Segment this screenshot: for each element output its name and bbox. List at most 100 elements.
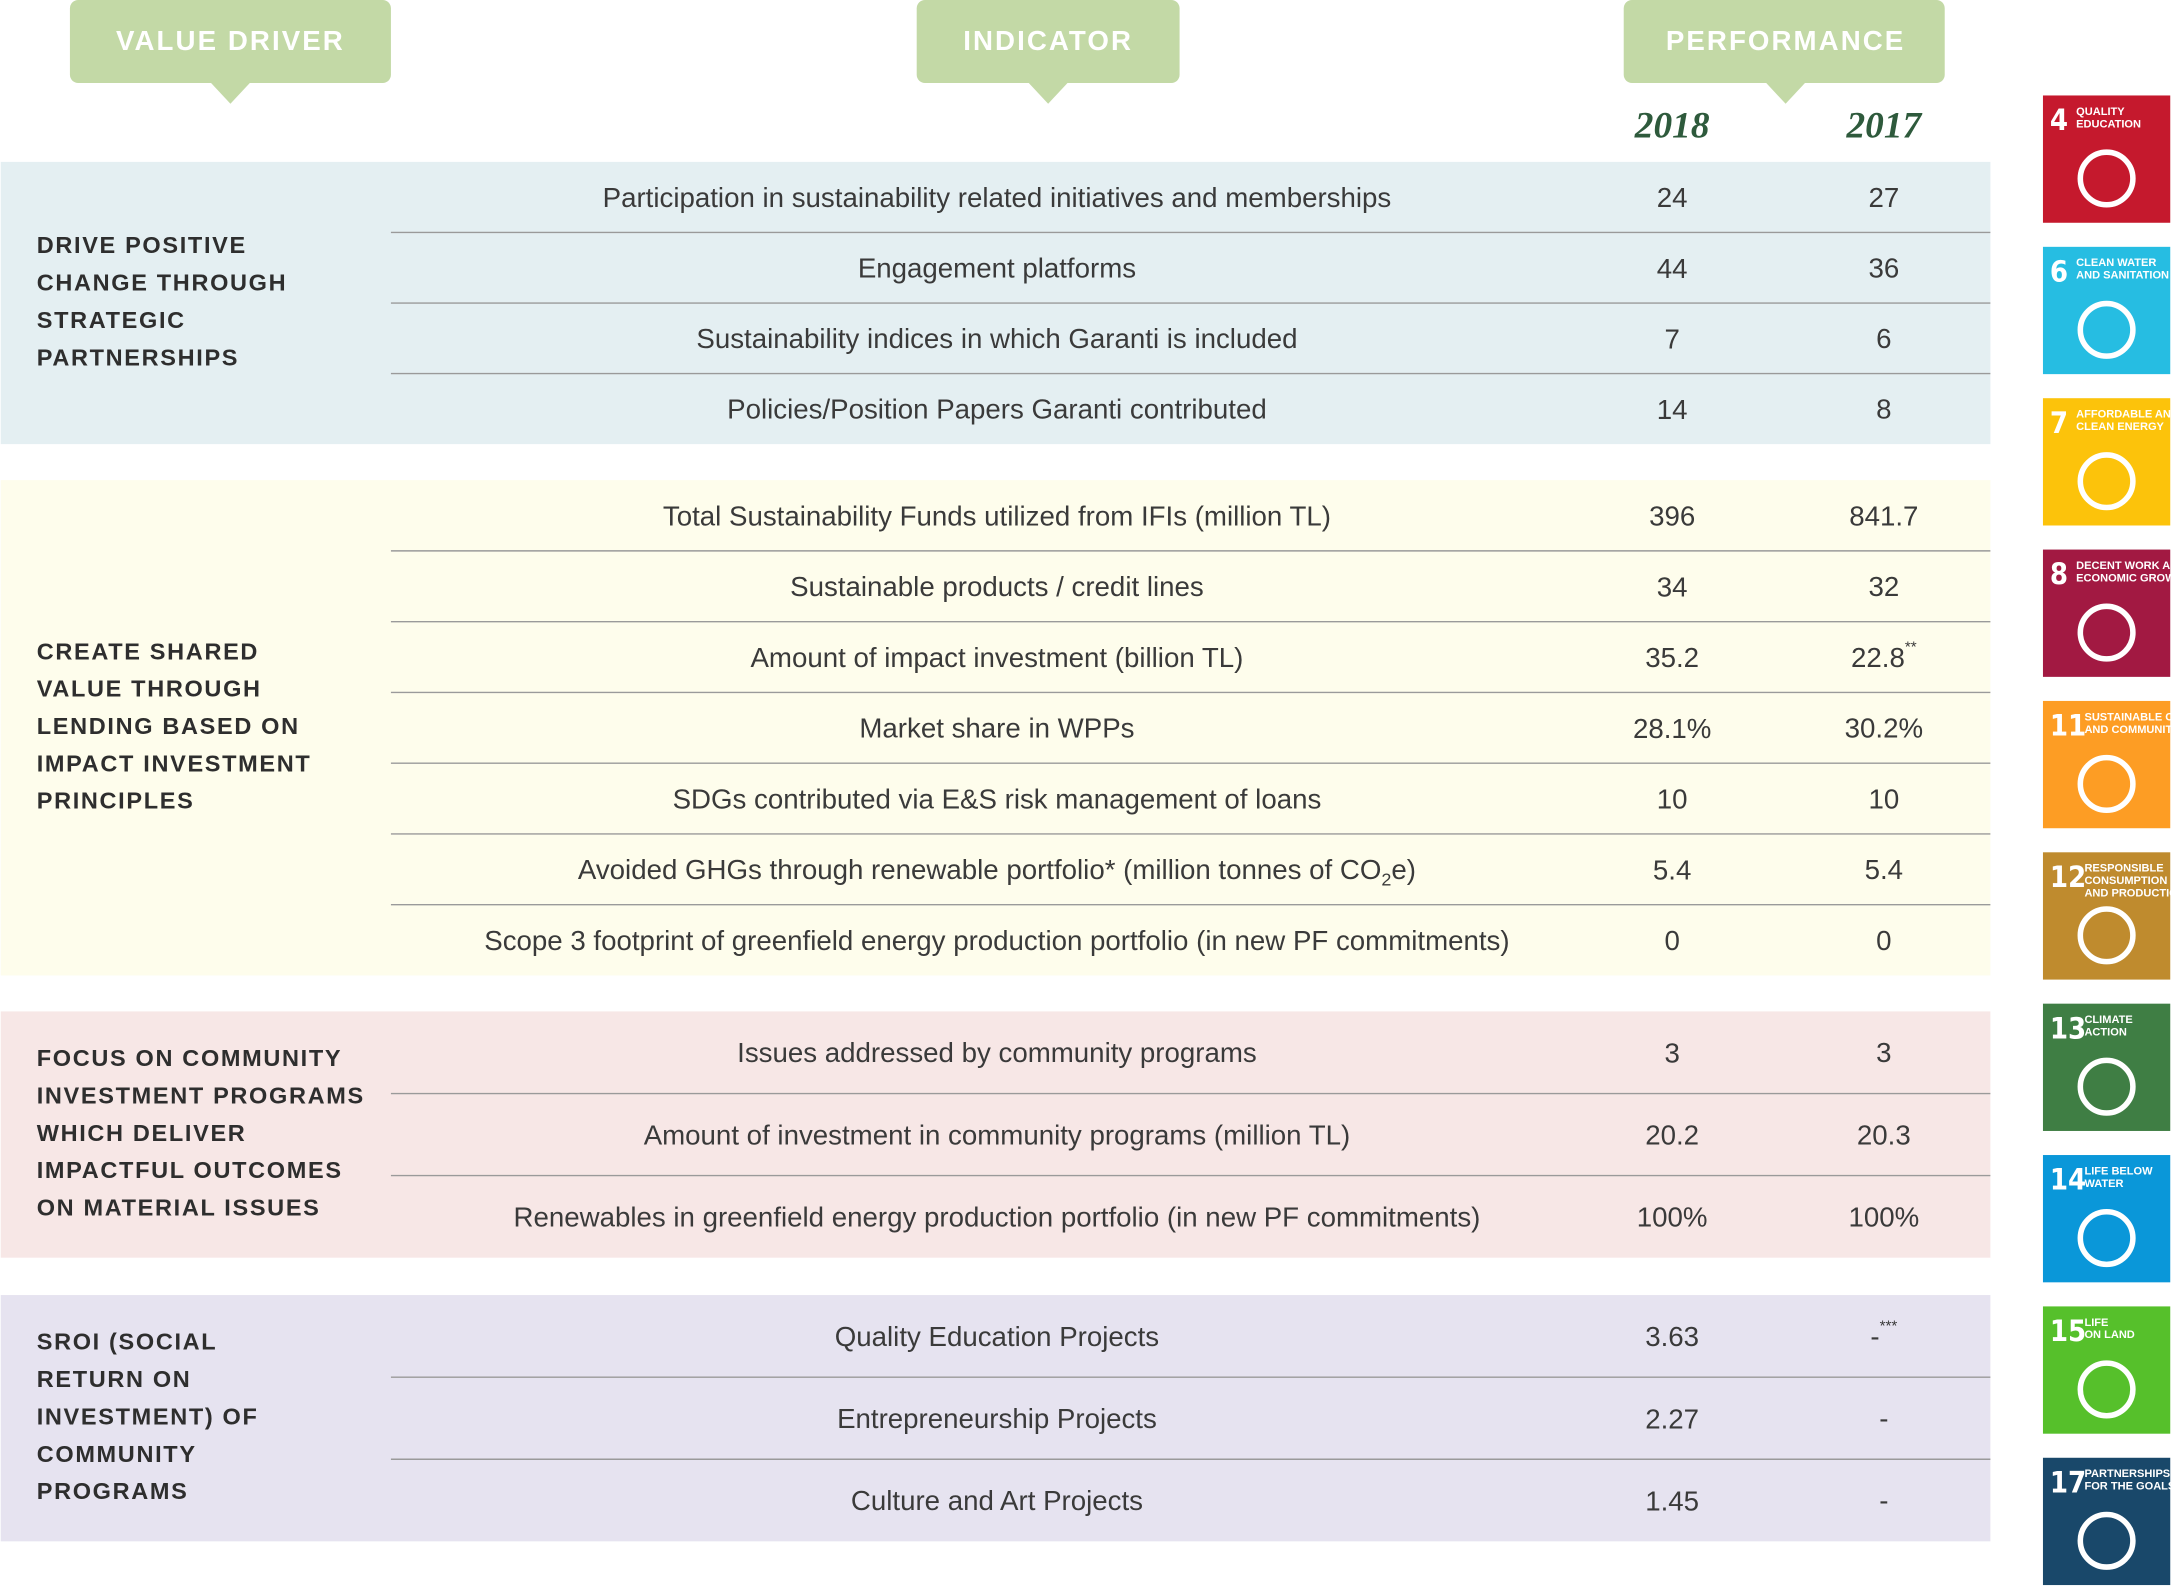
sdg-label: AND PRODUCTION [2084, 888, 2171, 900]
sdg-pictogram [2077, 1511, 2136, 1570]
sdg-label: AND COMMUNITIES [2084, 724, 2171, 736]
year: 2018 [1634, 105, 1710, 146]
value-2017: -*** [1870, 1317, 1897, 1352]
value-2018: 35.2 [1645, 642, 1699, 673]
indicator: Amount of investment in community progra… [644, 1120, 1351, 1151]
sdg-label: RESPONSIBLE [2084, 863, 2163, 875]
header-text: INDICATOR [963, 25, 1133, 56]
header-tab: INDICATOR [916, 0, 1180, 104]
value-2017: - [1879, 1403, 1888, 1434]
sdg-number: 8 [2050, 557, 2068, 591]
sdg-pictogram [2077, 452, 2136, 511]
value-driver: STRATEGIC [37, 307, 186, 333]
indicator: SDGs contributed via E&S risk management… [673, 784, 1322, 815]
sdg-tile [2042, 1457, 2171, 1586]
sdg-pictogram [2077, 1057, 2136, 1116]
indicator: Avoided GHGs through renewable portfolio… [578, 854, 1416, 889]
value-driver: ON MATERIAL ISSUES [37, 1194, 321, 1220]
value-driver: FOCUS ON COMMUNITY [37, 1045, 343, 1071]
value-driver: LENDING BASED ON [37, 713, 300, 739]
value-2017: 5.4 [1865, 854, 1903, 885]
sdg-label: ECONOMIC GROWTH [2076, 572, 2171, 584]
value-text: 20.3 [1857, 1120, 1911, 1151]
sdg-label: CLEAN WATER [2076, 257, 2156, 269]
indicator-text: Entrepreneurship Projects [837, 1403, 1157, 1434]
sdg-tile [2042, 95, 2171, 223]
value-2018: 14 [1657, 394, 1688, 425]
value-2018: 5.4 [1653, 854, 1691, 885]
value-driver: SROI (SOCIAL [37, 1329, 218, 1355]
value-note: ** [1905, 638, 1917, 655]
sdg-number: 7 [2050, 406, 2068, 440]
indicator-text: Amount of impact investment (billion TL) [750, 642, 1243, 673]
value-text: 841.7 [1849, 501, 1918, 532]
value-text: 30.2% [1845, 713, 1923, 744]
sdg-label: WATER [2084, 1178, 2123, 1190]
value-2017: 6 [1876, 323, 1891, 354]
indicator-text: Total Sustainability Funds utilized from… [663, 501, 1331, 532]
header-tab: VALUE DRIVER [69, 0, 391, 104]
value-2017: 32 [1868, 571, 1899, 602]
value-2017: 20.3 [1857, 1120, 1911, 1151]
indicator-text: e) [1391, 854, 1416, 885]
indicator-text: Sustainability indices in which Garanti … [696, 323, 1297, 354]
value-text: 3 [1876, 1038, 1891, 1069]
value-2017: 100% [1848, 1202, 1919, 1233]
year: 2017 [1845, 105, 1922, 146]
indicator-text: Market share in WPPs [859, 713, 1134, 744]
value-2018: 3 [1664, 1038, 1679, 1069]
value-2017: 10 [1868, 784, 1899, 815]
value-2018: 396 [1649, 501, 1695, 532]
sdg-tile [2042, 1003, 2171, 1131]
sdg-number: 14 [2050, 1163, 2086, 1197]
value-driver: PROGRAMS [37, 1478, 189, 1504]
sdg-number: 17 [2050, 1465, 2086, 1499]
header-tab: PERFORMANCE [1623, 0, 1945, 104]
sdg-label: AND SANITATION [2076, 270, 2169, 282]
value-driver: CHANGE THROUGH [37, 270, 288, 296]
indicator: Scope 3 footprint of greenfield energy p… [484, 925, 1509, 956]
header-text: VALUE DRIVER [116, 25, 345, 56]
value-text: 32 [1868, 571, 1899, 602]
sdg-number: 15 [2050, 1314, 2086, 1348]
indicator: Quality Education Projects [835, 1321, 1159, 1352]
indicator: Engagement platforms [858, 253, 1136, 284]
sdg-label: EDUCATION [2076, 118, 2141, 130]
sdg-number: 13 [2050, 1011, 2086, 1045]
sdg-label: ACTION [2084, 1026, 2126, 1038]
value-driver: RETURN ON [37, 1366, 192, 1392]
header-text: PERFORMANCE [1666, 25, 1905, 56]
value-2018: 3.63 [1645, 1321, 1699, 1352]
sdg-tile [2042, 1306, 2171, 1434]
sdg-number: 12 [2050, 860, 2086, 894]
sdg-pictogram [2077, 603, 2136, 662]
indicator-text: Sustainable products / credit lines [790, 571, 1204, 602]
value-text: 10 [1868, 784, 1899, 815]
value-driver: DRIVE POSITIVE [37, 232, 247, 258]
indicator-subscript: 2 [1381, 869, 1391, 889]
group-background [0, 1295, 1991, 1542]
indicator: Total Sustainability Funds utilized from… [663, 501, 1331, 532]
value-2017: - [1879, 1485, 1888, 1516]
value-text: - [1879, 1403, 1888, 1434]
sdg-number: 6 [2050, 254, 2068, 288]
value-2017: 841.7 [1849, 501, 1918, 532]
value-driver: PRINCIPLES [37, 788, 195, 814]
sdg-pictogram [2077, 754, 2136, 814]
sdg-pictogram [2077, 1360, 2136, 1419]
indicator-text: Scope 3 footprint of greenfield energy p… [484, 925, 1509, 956]
value-text: 8 [1876, 394, 1891, 425]
sdg-label: ON LAND [2084, 1329, 2134, 1341]
value-2017: 22.8** [1851, 638, 1917, 673]
sdg-label: CONSUMPTION [2084, 875, 2167, 887]
indicator-text: Culture and Art Projects [851, 1485, 1143, 1516]
value-2018: 2.27 [1645, 1403, 1699, 1434]
indicator: Entrepreneurship Projects [837, 1403, 1157, 1434]
